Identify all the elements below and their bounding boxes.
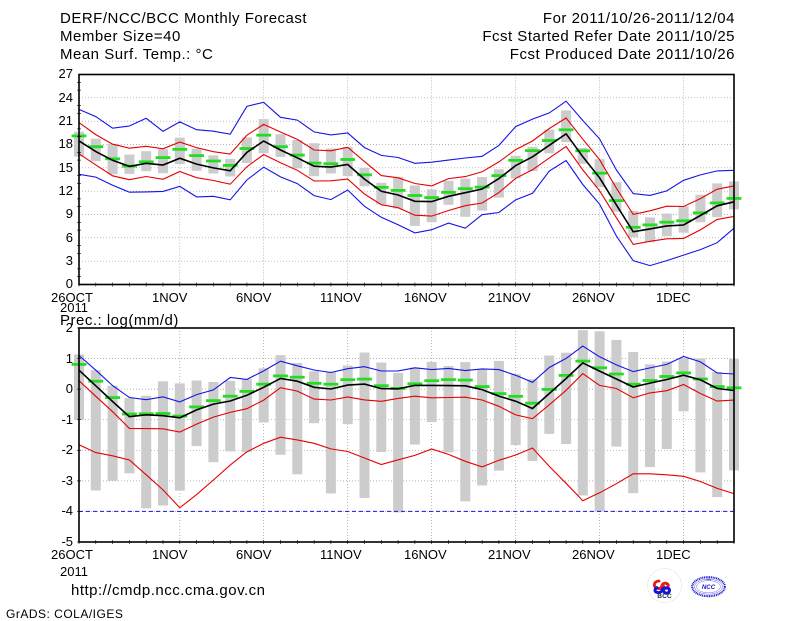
svg-text:BCC: BCC: [657, 593, 672, 600]
svg-text:NCC: NCC: [702, 584, 716, 591]
